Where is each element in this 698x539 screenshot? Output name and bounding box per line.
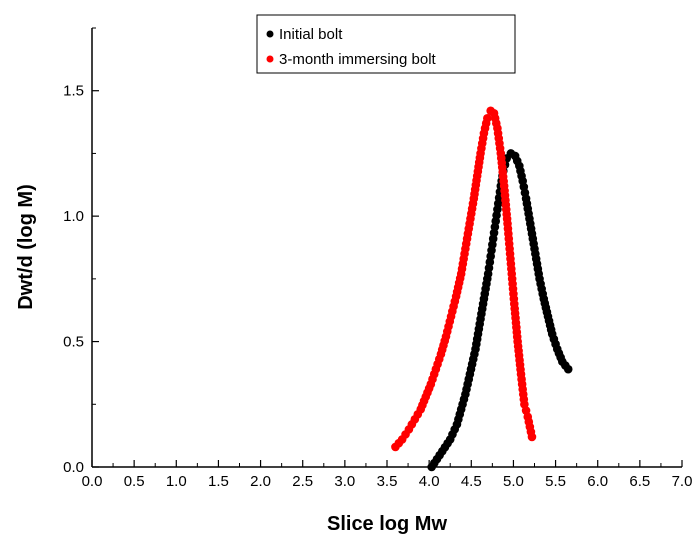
x-tick-label: 1.5 [208,473,229,490]
x-tick-label: 6.5 [629,473,650,490]
x-tick-label: 1.0 [166,473,187,490]
series-layer [391,106,573,472]
x-tick-label: 3.0 [334,473,355,490]
x-tick-label: 6.0 [587,473,608,490]
y-axis-title: Dwt/d (log M) [15,184,37,310]
y-tick-label: 0.0 [63,459,84,476]
data-point [527,432,537,442]
x-ticks: 0.0 0.5 1.0 1.5 2.0 2.5 3.0 3.5 4.0 4.5 5.0 5.5 6.0 6… [82,460,693,490]
legend-marker-initial-bolt [266,30,274,38]
y-tick-label: 0.5 [63,334,84,351]
legend-box [256,14,516,74]
x-tick-label: 0.5 [124,473,145,490]
series-3-month-immersing-bolt [391,106,537,452]
data-point [563,364,573,374]
x-tick-label: 4.5 [461,473,482,490]
legend-label-initial-bolt: Initial bolt [279,26,343,43]
x-tick-label: 7.0 [672,473,693,490]
y-ticks: 0.0 0.5 1.0 1.5 [63,27,99,476]
y-tick-label: 1.0 [63,208,84,225]
x-tick-label: 4.0 [419,473,440,490]
legend-label-3-month-immersing-bolt: 3-month immersing bolt [279,51,437,68]
x-tick-label: 5.0 [503,473,524,490]
x-tick-label: 2.5 [292,473,313,490]
y-tick-label: 1.5 [63,83,84,100]
x-tick-label: 3.5 [377,473,398,490]
x-axis-title: Slice log Mw [327,513,447,535]
data-point [483,114,492,123]
x-tick-label: 5.5 [545,473,566,490]
axes [91,28,682,468]
legend-marker-3-month-immersing-bolt [266,55,274,63]
x-tick-label: 0.0 [82,473,103,490]
legend: Initial bolt 3-month immersing bolt [256,14,516,74]
x-tick-label: 2.0 [250,473,271,490]
